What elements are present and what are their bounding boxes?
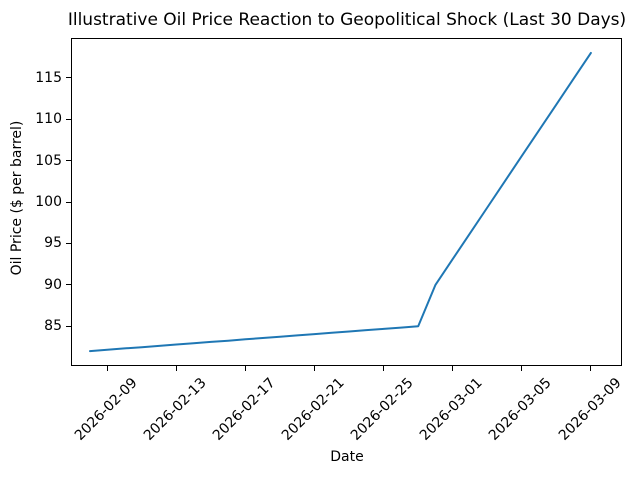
- y-tick-label: 115: [35, 69, 62, 86]
- y-tick-mark: [66, 160, 71, 162]
- y-tick-label: 105: [35, 152, 62, 169]
- x-tick-label: 2026-03-05: [486, 375, 556, 444]
- y-tick-label: 100: [35, 194, 62, 210]
- y-tick-label: 90: [44, 276, 62, 293]
- x-tick-mark: [452, 366, 454, 371]
- y-tick-mark: [66, 325, 71, 327]
- y-tick-label: 110: [35, 111, 62, 128]
- x-tick-label: 2026-02-25: [348, 375, 417, 444]
- plot-area: 85 90 95 100 105 110 115 2026-02-09 2026-02-13 20…: [35, 38, 624, 444]
- y-tick-mark: [66, 201, 71, 203]
- x-tick-label: 2026-03-09: [555, 375, 625, 444]
- x-tick-mark: [314, 366, 316, 371]
- y-tick-label: 95: [44, 235, 62, 252]
- x-tick-label: 2026-02-17: [209, 375, 279, 444]
- x-tick-label: 2026-03-01: [417, 375, 487, 444]
- x-tick-mark: [590, 366, 592, 371]
- x-tick-mark: [244, 366, 246, 371]
- x-tick-mark: [521, 366, 523, 371]
- y-tick-mark: [66, 77, 71, 79]
- x-tick-label: 2026-02-21: [279, 375, 348, 444]
- x-tick-mark: [383, 366, 385, 371]
- y-tick-label: 85: [44, 318, 62, 335]
- x-tick-mark: [175, 366, 177, 371]
- price-line: [89, 51, 592, 353]
- x-tick-label: 2026-02-09: [71, 375, 141, 444]
- price-line-canvas: [89, 51, 592, 353]
- y-tick-mark: [66, 284, 71, 286]
- x-axis-label: Date: [330, 449, 364, 465]
- y-axis-label: Oil Price ($ per barrel): [9, 120, 25, 276]
- x-tick-label: 2026-02-13: [140, 375, 210, 444]
- y-tick-mark: [66, 118, 71, 120]
- y-tick-mark: [66, 242, 71, 244]
- x-tick-mark: [106, 366, 108, 371]
- chart-title: Illustrative Oil Price Reaction to Geopo…: [67, 10, 627, 30]
